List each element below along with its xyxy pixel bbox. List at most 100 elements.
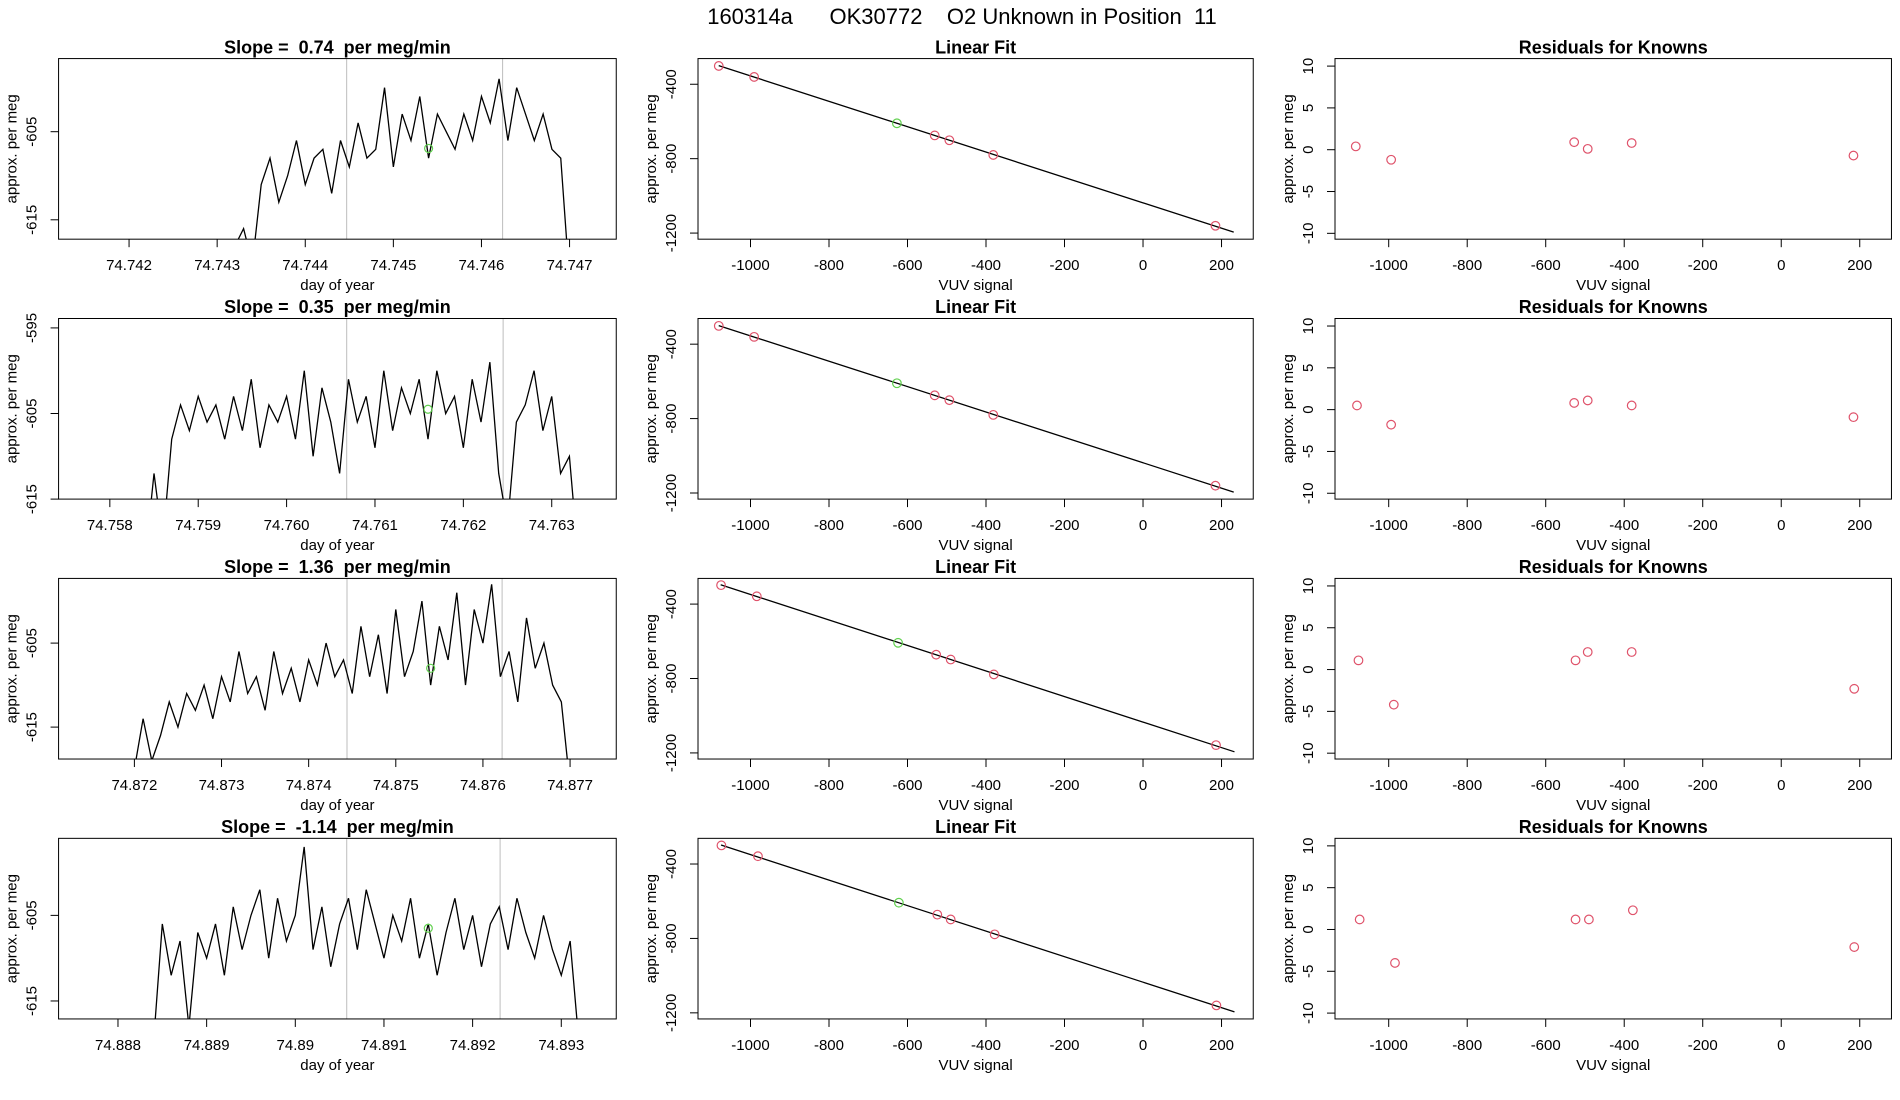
x-axis-label: VUV signal bbox=[939, 1057, 1013, 1074]
plot-area bbox=[1352, 395, 1859, 430]
x-tick-label: 74.893 bbox=[538, 1037, 584, 1054]
fit-line bbox=[718, 324, 1234, 493]
plot-area bbox=[154, 838, 578, 1019]
highlight-point bbox=[423, 143, 434, 154]
panel-title: Linear Fit bbox=[935, 37, 1016, 57]
point bbox=[1569, 137, 1580, 148]
x-tick-label: 74.891 bbox=[361, 1037, 407, 1054]
data-line bbox=[135, 584, 568, 760]
x-tick-label: 74.873 bbox=[199, 777, 245, 794]
y-tick-label: -10 bbox=[1300, 482, 1317, 504]
x-tick-label: -200 bbox=[1688, 777, 1718, 794]
point bbox=[1627, 905, 1638, 916]
point bbox=[713, 61, 724, 71]
point bbox=[931, 649, 942, 660]
x-tick-label: 200 bbox=[1209, 777, 1234, 794]
x-tick-label: 74.758 bbox=[87, 517, 133, 534]
y-tick-label: -800 bbox=[663, 144, 680, 174]
point bbox=[751, 591, 762, 602]
panel-title: Linear Fit bbox=[935, 297, 1016, 317]
x-tick-label: -400 bbox=[1609, 257, 1639, 274]
x-tick-label: 74.744 bbox=[282, 257, 328, 274]
y-axis-label: approx. per meg bbox=[643, 614, 660, 723]
y-axis-label: approx. per meg bbox=[1280, 614, 1297, 723]
x-tick-label: -1000 bbox=[1370, 777, 1408, 794]
x-axis-label: day of year bbox=[300, 277, 374, 294]
y-tick-label: 0 bbox=[1300, 146, 1317, 154]
y-tick-label: -605 bbox=[24, 628, 41, 658]
fit-line bbox=[720, 844, 1235, 1013]
y-tick-label: -800 bbox=[663, 663, 680, 693]
y-axis-label: approx. per meg bbox=[643, 874, 660, 983]
y-tick-label: -400 bbox=[663, 69, 680, 99]
x-tick-label: 74.759 bbox=[175, 517, 221, 534]
point bbox=[1849, 683, 1860, 694]
point bbox=[988, 150, 999, 160]
y-tick-label: 5 bbox=[1300, 104, 1317, 112]
point bbox=[1210, 480, 1221, 491]
x-tick-label: -400 bbox=[971, 1037, 1001, 1054]
y-tick-label: -10 bbox=[1300, 1002, 1317, 1024]
y-axis-label: approx. per meg bbox=[1280, 354, 1297, 463]
panel: Slope = -1.14 per meg/min day of year appr… bbox=[4, 817, 617, 1074]
x-tick-label: 74.875 bbox=[373, 777, 419, 794]
x-tick-label: -600 bbox=[892, 517, 922, 534]
y-tick-label: -10 bbox=[1300, 222, 1317, 244]
x-tick-label: -200 bbox=[1049, 777, 1079, 794]
panel-title: Slope = -1.14 per meg/min bbox=[221, 817, 454, 837]
y-tick-label: -615 bbox=[24, 712, 41, 742]
point bbox=[989, 929, 1000, 940]
x-tick-label: 74.876 bbox=[460, 777, 506, 794]
y-tick-label: -5 bbox=[1300, 705, 1317, 718]
x-tick-label: -400 bbox=[971, 777, 1001, 794]
y-tick-label: -800 bbox=[663, 404, 680, 434]
x-tick-label: 74.761 bbox=[352, 517, 398, 534]
y-tick-label: 10 bbox=[1300, 58, 1317, 75]
point bbox=[749, 331, 760, 342]
y-tick-label: -615 bbox=[24, 986, 41, 1016]
y-tick-label: -5 bbox=[1300, 445, 1317, 458]
x-axis-label: VUV signal bbox=[1576, 277, 1650, 294]
plot-frame bbox=[1334, 577, 1892, 760]
x-tick-label: 200 bbox=[1209, 257, 1234, 274]
x-tick-label: -600 bbox=[1531, 517, 1561, 534]
x-tick-label: 74.888 bbox=[95, 1037, 141, 1054]
plot-area bbox=[1350, 137, 1859, 165]
x-tick-label: -400 bbox=[971, 517, 1001, 534]
y-tick-label: 5 bbox=[1300, 364, 1317, 372]
point bbox=[1626, 647, 1637, 657]
fit-line bbox=[720, 584, 1235, 753]
y-tick-label: -1200 bbox=[663, 734, 680, 772]
x-axis-label: VUV signal bbox=[939, 537, 1013, 554]
plot-area bbox=[150, 318, 574, 500]
data-line bbox=[237, 78, 568, 240]
x-tick-label: -800 bbox=[814, 517, 844, 534]
plot-area bbox=[1353, 647, 1860, 710]
highlight-point bbox=[423, 404, 433, 414]
x-tick-label: 74.760 bbox=[264, 517, 310, 534]
point bbox=[1211, 1000, 1222, 1011]
x-tick-label: 0 bbox=[1777, 777, 1785, 794]
y-tick-label: -605 bbox=[24, 117, 41, 147]
panel-title: Linear Fit bbox=[935, 817, 1016, 837]
point bbox=[1352, 400, 1362, 411]
point bbox=[1354, 914, 1365, 925]
plot-frame bbox=[1334, 317, 1892, 500]
plot-frame bbox=[58, 317, 617, 500]
x-tick-label: -800 bbox=[1452, 257, 1482, 274]
x-tick-label: 74.763 bbox=[529, 517, 575, 534]
plot-area bbox=[1354, 905, 1860, 968]
x-tick-label: -1000 bbox=[1370, 517, 1408, 534]
x-axis-label: VUV signal bbox=[1576, 797, 1650, 814]
plot-area bbox=[716, 580, 1235, 753]
panel: Linear Fit VUV signal approx. per meg -1000… bbox=[643, 297, 1254, 554]
point bbox=[1570, 914, 1581, 925]
point bbox=[893, 637, 903, 648]
panel-title: Slope = 0.35 per meg/min bbox=[224, 297, 451, 317]
point bbox=[1626, 138, 1637, 148]
point bbox=[944, 395, 955, 406]
x-tick-label: -200 bbox=[1049, 517, 1079, 534]
point bbox=[988, 669, 999, 680]
y-tick-label: -800 bbox=[663, 923, 680, 953]
